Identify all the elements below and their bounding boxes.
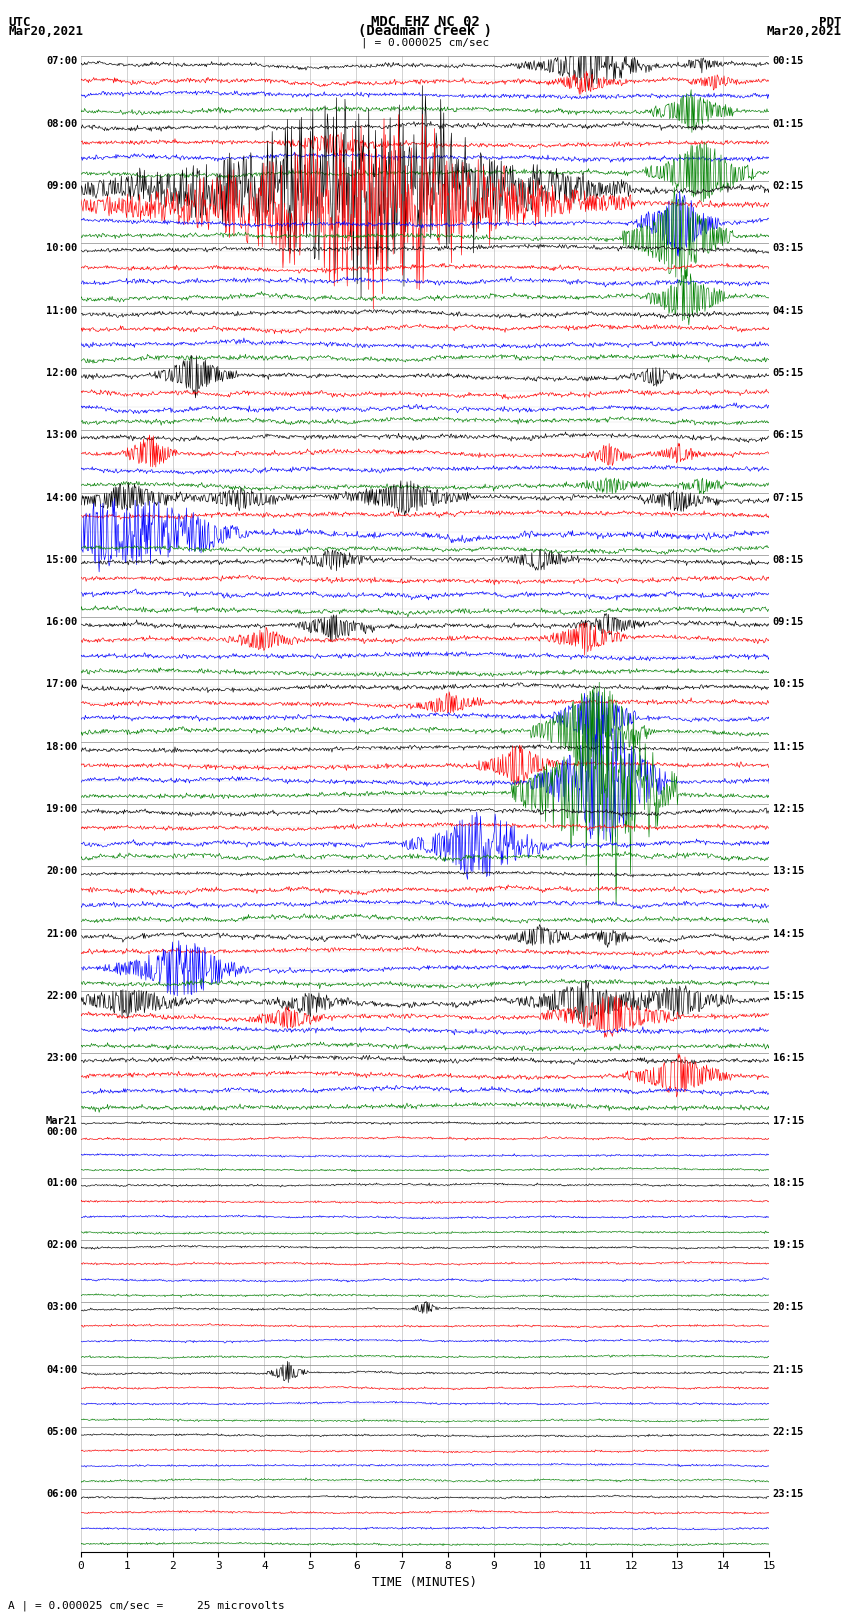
Text: 16:00: 16:00 [46, 618, 77, 627]
Text: 02:00: 02:00 [46, 1240, 77, 1250]
Text: 07:00: 07:00 [46, 56, 77, 66]
Text: 04:15: 04:15 [773, 306, 804, 316]
Text: 15:15: 15:15 [773, 990, 804, 1002]
Text: MDC EHZ NC 02: MDC EHZ NC 02 [371, 15, 479, 29]
Text: 09:00: 09:00 [46, 181, 77, 190]
Text: 03:00: 03:00 [46, 1303, 77, 1313]
Text: 10:00: 10:00 [46, 244, 77, 253]
Text: 18:00: 18:00 [46, 742, 77, 752]
Text: 10:15: 10:15 [773, 679, 804, 689]
Text: (Deadman Creek ): (Deadman Creek ) [358, 24, 492, 39]
Text: Mar21
00:00: Mar21 00:00 [46, 1116, 77, 1137]
Text: 15:00: 15:00 [46, 555, 77, 565]
Text: 08:00: 08:00 [46, 119, 77, 129]
Text: 14:00: 14:00 [46, 492, 77, 503]
Text: 20:15: 20:15 [773, 1303, 804, 1313]
Text: 19:00: 19:00 [46, 805, 77, 815]
Text: 05:00: 05:00 [46, 1428, 77, 1437]
Text: 09:15: 09:15 [773, 618, 804, 627]
Text: 13:15: 13:15 [773, 866, 804, 876]
Text: 20:00: 20:00 [46, 866, 77, 876]
Text: Mar20,2021: Mar20,2021 [8, 26, 83, 39]
Text: 19:15: 19:15 [773, 1240, 804, 1250]
Text: PDT: PDT [819, 16, 842, 29]
Text: 07:15: 07:15 [773, 492, 804, 503]
Text: 12:00: 12:00 [46, 368, 77, 377]
Text: 16:15: 16:15 [773, 1053, 804, 1063]
Text: UTC: UTC [8, 16, 31, 29]
Text: 22:15: 22:15 [773, 1428, 804, 1437]
Text: 17:00: 17:00 [46, 679, 77, 689]
Text: 21:00: 21:00 [46, 929, 77, 939]
Text: Mar20,2021: Mar20,2021 [767, 26, 842, 39]
Text: 23:00: 23:00 [46, 1053, 77, 1063]
Text: 23:15: 23:15 [773, 1489, 804, 1500]
Text: 03:15: 03:15 [773, 244, 804, 253]
Text: 01:15: 01:15 [773, 119, 804, 129]
Text: | = 0.000025 cm/sec: | = 0.000025 cm/sec [361, 37, 489, 48]
Text: 21:15: 21:15 [773, 1365, 804, 1374]
Text: 17:15: 17:15 [773, 1116, 804, 1126]
Text: 22:00: 22:00 [46, 990, 77, 1002]
Text: 00:15: 00:15 [773, 56, 804, 66]
Text: 04:00: 04:00 [46, 1365, 77, 1374]
Text: 11:00: 11:00 [46, 306, 77, 316]
X-axis label: TIME (MINUTES): TIME (MINUTES) [372, 1576, 478, 1589]
Text: 02:15: 02:15 [773, 181, 804, 190]
Text: 13:00: 13:00 [46, 431, 77, 440]
Text: 06:00: 06:00 [46, 1489, 77, 1500]
Text: 14:15: 14:15 [773, 929, 804, 939]
Text: 06:15: 06:15 [773, 431, 804, 440]
Text: A | = 0.000025 cm/sec =     25 microvolts: A | = 0.000025 cm/sec = 25 microvolts [8, 1600, 286, 1610]
Text: 12:15: 12:15 [773, 805, 804, 815]
Text: 18:15: 18:15 [773, 1177, 804, 1187]
Text: 01:00: 01:00 [46, 1177, 77, 1187]
Text: 08:15: 08:15 [773, 555, 804, 565]
Text: 05:15: 05:15 [773, 368, 804, 377]
Text: 11:15: 11:15 [773, 742, 804, 752]
